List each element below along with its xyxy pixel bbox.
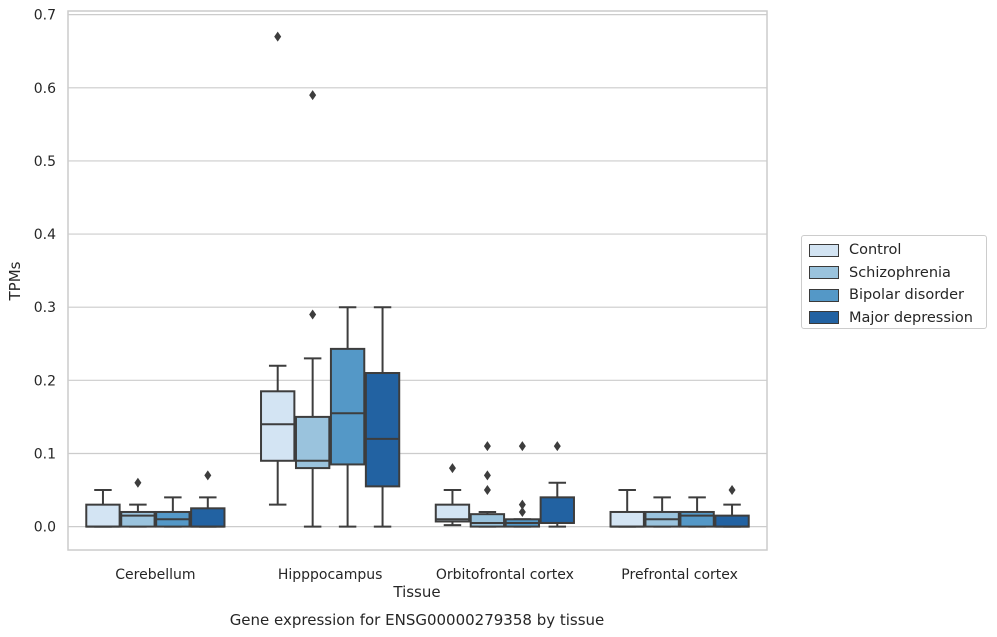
box-1-2 xyxy=(329,306,366,528)
box-iqr xyxy=(260,390,296,462)
y-grid xyxy=(68,14,767,528)
box-2-1 xyxy=(469,441,506,528)
box-3-3 xyxy=(714,485,750,528)
box-1-3 xyxy=(364,306,401,528)
box-3-1 xyxy=(644,496,680,528)
box-2-3 xyxy=(539,441,575,528)
box-iqr xyxy=(85,503,121,528)
box-iqr xyxy=(469,513,506,528)
y-tick-label: 0.3 xyxy=(34,300,56,316)
box-iqr xyxy=(120,510,156,528)
x-tick-label: Prefrontal cortex xyxy=(621,567,738,583)
legend-label: Control xyxy=(849,242,902,259)
box-1-1 xyxy=(294,90,331,528)
legend-label: Schizophrenia xyxy=(849,264,951,281)
box-3-0 xyxy=(609,489,645,528)
outlier-point xyxy=(518,506,526,517)
legend-swatch xyxy=(809,243,839,257)
box-iqr xyxy=(539,496,575,524)
outlier-point xyxy=(204,470,212,481)
box-plots xyxy=(85,31,750,528)
box-0-3 xyxy=(190,470,226,528)
y-tick-labels: 0.0 0.1 0.2 0.3 0.4 0.5 0.6 0.7 xyxy=(34,8,56,536)
box-0-0 xyxy=(85,489,121,528)
outlier-point xyxy=(134,477,142,488)
y-tick-label: 0.2 xyxy=(34,373,56,389)
legend-swatch xyxy=(809,311,839,325)
box-iqr xyxy=(679,510,715,528)
chart-caption: Gene expression for ENSG00000279358 by t… xyxy=(230,611,605,629)
x-axis-label: Tissue xyxy=(392,583,440,601)
x-tick-labels: Cerebellum Hipppocampus Orbitofrontal cort… xyxy=(115,567,738,583)
box-iqr xyxy=(329,347,366,466)
box-iqr xyxy=(609,510,645,528)
box-iqr xyxy=(434,503,471,523)
y-tick-label: 0.7 xyxy=(34,8,56,24)
legend-swatch xyxy=(809,288,839,302)
legend-item: Major depression xyxy=(809,307,986,330)
box-iqr xyxy=(714,514,750,528)
outlier-point xyxy=(274,31,282,42)
legend-swatch xyxy=(809,266,839,280)
plot-frame xyxy=(67,10,768,551)
legend-item: Schizophrenia xyxy=(809,262,986,285)
outlier-point xyxy=(483,441,491,452)
outlier-point xyxy=(728,485,736,496)
box-0-2 xyxy=(155,496,191,528)
y-axis-label: TPMs xyxy=(6,261,24,301)
legend: Control Schizophrenia Bipolar disorder Majo… xyxy=(801,235,987,329)
box-iqr xyxy=(364,372,401,488)
legend-label: Bipolar disorder xyxy=(849,287,964,304)
outlier-point xyxy=(309,90,317,101)
y-tick-label: 0.6 xyxy=(34,81,56,97)
outlier-point xyxy=(483,485,491,496)
y-tick-label: 0.4 xyxy=(34,227,56,243)
legend-label: Major depression xyxy=(849,309,973,326)
x-tick-label: Orbitofrontal cortex xyxy=(436,567,574,583)
box-2-2 xyxy=(504,441,541,528)
outlier-point xyxy=(553,441,561,452)
y-tick-label: 0.1 xyxy=(34,446,56,462)
outlier-point xyxy=(518,441,526,452)
outlier-point xyxy=(448,463,456,474)
box-2-0 xyxy=(434,463,471,527)
box-iqr xyxy=(190,507,226,528)
box-0-1 xyxy=(120,477,156,528)
box-1-0 xyxy=(260,31,296,506)
box-iqr xyxy=(294,415,331,470)
y-tick-label: 0.5 xyxy=(34,154,56,170)
x-tick-label: Cerebellum xyxy=(115,567,195,583)
x-tick-label: Hipppocampus xyxy=(278,567,383,583)
box-3-2 xyxy=(679,496,715,528)
outlier-point xyxy=(483,470,491,481)
outlier-point xyxy=(309,309,317,320)
legend-item: Control xyxy=(809,239,986,262)
legend-item: Bipolar disorder xyxy=(809,284,986,307)
outlier-point xyxy=(518,499,526,510)
y-tick-label: 0.0 xyxy=(34,520,56,536)
